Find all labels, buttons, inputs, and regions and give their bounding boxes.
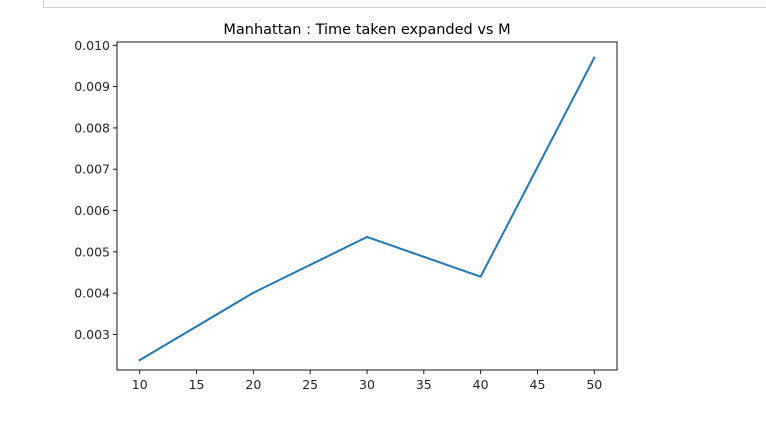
data-point	[252, 291, 255, 294]
y-tick-label: 0.009	[74, 79, 110, 94]
x-tick-label: 25	[302, 377, 318, 392]
x-tick-label: 50	[586, 377, 602, 392]
y-tick-label: 0.008	[74, 120, 110, 135]
x-tick-label: 20	[245, 377, 261, 392]
y-tick-label: 0.010	[74, 38, 110, 53]
data-point	[366, 235, 368, 238]
y-tick-label: 0.007	[74, 162, 110, 177]
x-tick-label: 35	[416, 377, 432, 392]
x-tick-label: 45	[530, 377, 546, 392]
plot-frame	[116, 41, 618, 371]
series-line	[138, 56, 596, 362]
data-point	[138, 359, 141, 362]
x-tick-label: 15	[189, 377, 205, 392]
y-tick-label: 0.003	[74, 327, 110, 342]
chart-title: Manhattan : Time taken expanded vs M	[223, 22, 510, 38]
y-tick-label: 0.004	[74, 286, 110, 301]
x-tick-label: 10	[132, 377, 148, 392]
x-axis: 10 15 20 25 30 35 40 45 50	[132, 370, 602, 392]
y-axis: 0.003 0.004 0.005 0.006 0.007 0.008 0.009 0.010	[74, 38, 117, 342]
notebook-cell-border	[43, 0, 766, 8]
y-tick-label: 0.006	[74, 203, 110, 218]
plot-area-border	[116, 41, 618, 371]
data-point	[593, 56, 596, 59]
data-point	[479, 275, 482, 278]
x-tick-label: 30	[359, 377, 375, 392]
x-tick-label: 40	[473, 377, 489, 392]
series-layer	[138, 56, 596, 362]
y-tick-label: 0.005	[74, 244, 110, 259]
